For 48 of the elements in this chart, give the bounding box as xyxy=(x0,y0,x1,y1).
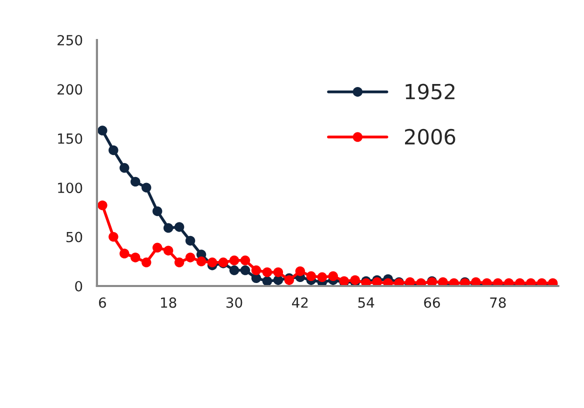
point xyxy=(273,267,284,278)
x-tick-label: 66 xyxy=(424,297,440,308)
y-tick-label: 100 xyxy=(58,182,82,194)
x-tick-label: 42 xyxy=(292,297,308,308)
y-tick-label: 50 xyxy=(66,232,82,242)
point xyxy=(152,206,162,216)
x-tick-label: 54 xyxy=(358,298,374,308)
point xyxy=(152,242,162,252)
point xyxy=(98,200,108,210)
point xyxy=(142,258,152,268)
x-tick-label: 30 xyxy=(226,297,242,308)
point xyxy=(317,272,327,282)
point xyxy=(240,265,250,276)
point xyxy=(262,276,272,286)
point xyxy=(142,182,152,192)
x-tick-label: 78 xyxy=(490,297,506,308)
point xyxy=(163,246,174,256)
point xyxy=(120,163,130,173)
point xyxy=(229,256,240,266)
x-tick-label: 18 xyxy=(161,297,176,308)
point xyxy=(130,176,140,187)
point xyxy=(120,248,130,258)
point xyxy=(174,222,184,232)
point xyxy=(174,258,184,268)
point xyxy=(207,258,218,268)
y-tick-label: 150 xyxy=(58,133,82,144)
point xyxy=(108,145,118,156)
point xyxy=(295,266,306,276)
point xyxy=(328,271,338,282)
point xyxy=(185,236,196,246)
y-tick-label: 0 xyxy=(75,280,82,292)
point xyxy=(306,271,316,282)
point xyxy=(185,252,196,262)
y-tick-label: 250 xyxy=(58,34,82,46)
point xyxy=(163,223,174,233)
point xyxy=(196,256,206,266)
y-tick-label: 200 xyxy=(58,84,82,95)
point xyxy=(130,252,140,262)
legend-label: 2006 xyxy=(405,128,456,145)
point xyxy=(108,232,118,242)
point xyxy=(240,256,250,266)
legend-label: 1952 xyxy=(406,84,454,100)
point xyxy=(229,265,240,276)
point xyxy=(98,126,108,136)
x-tick-label: 6 xyxy=(98,297,106,308)
point xyxy=(251,265,262,276)
point xyxy=(383,278,393,286)
point xyxy=(262,267,272,278)
